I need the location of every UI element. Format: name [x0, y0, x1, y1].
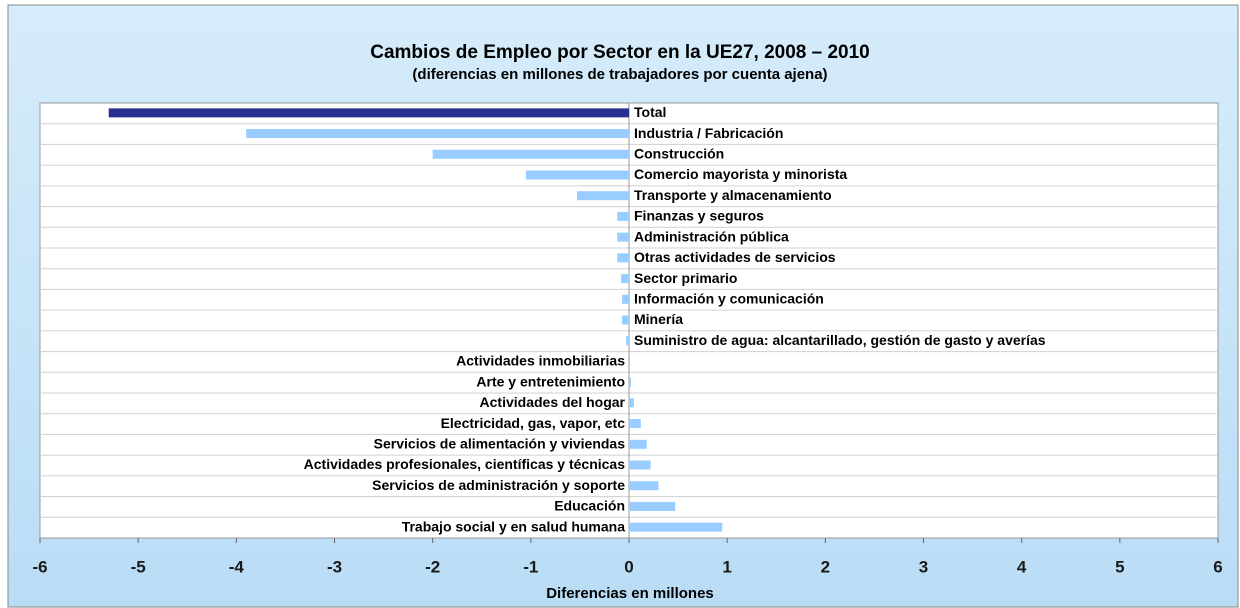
- category-label: Actividades del hogar: [480, 394, 626, 410]
- category-label: Otras actividades de servicios: [634, 249, 836, 265]
- label-bg: [632, 104, 669, 121]
- x-tick-label: 1: [722, 557, 731, 576]
- category-label: Suministro de agua: alcantarillado, gest…: [634, 332, 1046, 348]
- label-bg: [632, 186, 834, 203]
- bar: [432, 149, 629, 159]
- bar: [617, 253, 629, 263]
- bar: [629, 377, 631, 387]
- label-bg: [454, 352, 628, 369]
- category-label: Sector primario: [634, 270, 737, 286]
- x-tick-label: -4: [229, 557, 245, 576]
- x-tick-label: -6: [32, 557, 47, 576]
- bar: [629, 398, 634, 408]
- x-tick-label: -3: [327, 557, 342, 576]
- bar: [626, 336, 629, 346]
- category-label: Construcción: [634, 145, 724, 161]
- bar: [629, 501, 676, 511]
- chart-subtitle: (diferencias en millones de trabajadores…: [412, 66, 827, 83]
- bar: [622, 315, 629, 325]
- label-bg: [632, 249, 838, 266]
- x-tick-label: 2: [821, 557, 830, 576]
- x-tick-label: 0: [624, 557, 633, 576]
- category-label: Trabajo social y en salud humana: [402, 518, 626, 534]
- bar: [629, 522, 723, 532]
- x-tick-label: -2: [425, 557, 440, 576]
- bar: [629, 439, 647, 449]
- x-tick-label: 6: [1213, 557, 1222, 576]
- label-bg: [632, 290, 826, 307]
- bar: [629, 356, 630, 366]
- category-label: Total: [634, 104, 666, 120]
- chart-title: Cambios de Empleo por Sector en la UE27,…: [370, 42, 870, 63]
- label-bg: [632, 145, 727, 162]
- x-tick-label: -1: [523, 557, 538, 576]
- bar: [622, 294, 629, 304]
- bar: [617, 211, 629, 221]
- bar: [108, 108, 629, 118]
- label-bg: [632, 331, 1048, 348]
- category-label: Actividades profesionales, científicas y…: [304, 456, 626, 472]
- bar: [617, 232, 629, 242]
- category-label: Industria / Fabricación: [634, 125, 783, 141]
- bar: [576, 191, 629, 201]
- category-label: Minería: [634, 311, 683, 327]
- label-bg: [632, 311, 686, 328]
- category-label: Arte y entretenimiento: [476, 373, 625, 389]
- category-label: Transporte y almacenamiento: [634, 187, 832, 203]
- x-tick-label: 4: [1017, 557, 1027, 576]
- label-bg: [552, 497, 627, 514]
- label-bg: [632, 166, 850, 183]
- category-label: Actividades inmobiliarias: [456, 353, 625, 369]
- x-axis-label: Diferencias en millones: [546, 585, 714, 602]
- label-bg: [477, 394, 628, 411]
- bar: [246, 129, 629, 139]
- category-label: Administración pública: [634, 228, 789, 244]
- label-bg: [632, 207, 767, 224]
- category-label: Información y comunicación: [634, 290, 824, 306]
- category-label: Educación: [554, 498, 625, 514]
- label-bg: [370, 476, 628, 493]
- label-bg: [399, 518, 628, 535]
- bar: [629, 460, 651, 470]
- x-tick-label: -5: [131, 557, 146, 576]
- label-bg: [438, 414, 628, 431]
- bar: [621, 274, 629, 284]
- label-bg: [474, 373, 627, 390]
- bar: [629, 419, 641, 429]
- category-label: Servicios de alimentación y viviendas: [374, 435, 626, 451]
- label-bg: [301, 456, 628, 473]
- category-label: Servicios de administración y soporte: [372, 477, 625, 493]
- bar: [525, 170, 629, 180]
- label-bg: [632, 124, 786, 141]
- bar: [629, 481, 659, 491]
- category-label: Comercio mayorista y minorista: [634, 166, 847, 182]
- label-bg: [632, 269, 740, 286]
- x-tick-label: 3: [919, 557, 928, 576]
- category-label: Finanzas y seguros: [634, 208, 764, 224]
- category-label: Electricidad, gas, vapor, etc: [441, 415, 626, 431]
- label-bg: [371, 435, 628, 452]
- x-tick-label: 5: [1115, 557, 1124, 576]
- label-bg: [632, 228, 792, 245]
